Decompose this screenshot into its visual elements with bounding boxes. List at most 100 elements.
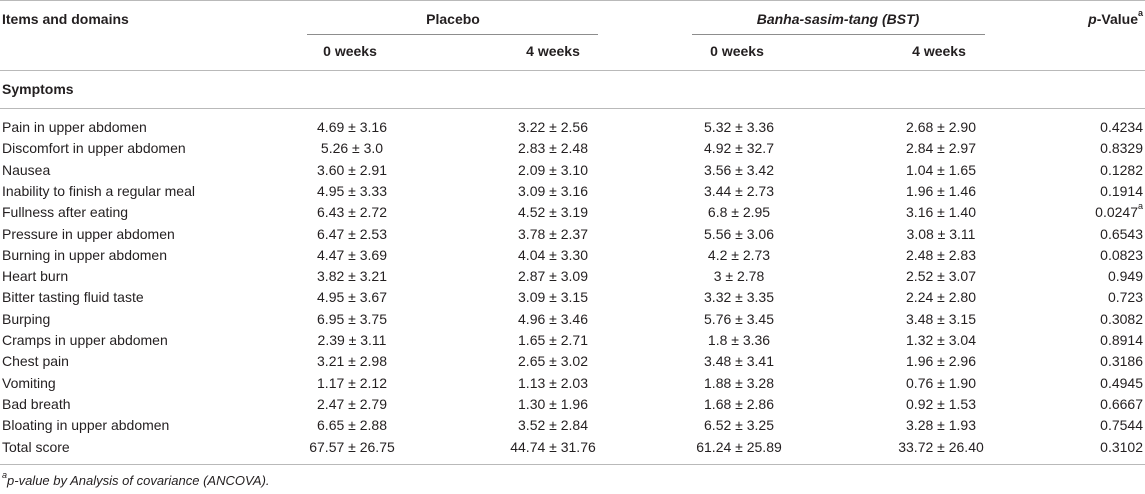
row-value-p4: 1.13 ± 2.03 [518, 375, 588, 391]
row-value-b4: 33.72 ± 26.40 [898, 439, 984, 455]
row-value-p4: 4.04 ± 3.30 [518, 247, 588, 263]
bst-group-rule [692, 34, 985, 35]
row-p-value: 0.7544 [1100, 417, 1143, 433]
row-p-value: 0.3102 [1100, 439, 1143, 455]
header-p-value-italic: p [1088, 11, 1097, 27]
row-value-b0: 6.52 ± 3.25 [704, 417, 774, 433]
row-value-p4: 1.65 ± 2.71 [518, 332, 588, 348]
row-value-b4: 2.52 ± 3.07 [906, 268, 976, 284]
row-value-b0: 5.32 ± 3.36 [704, 119, 774, 135]
row-p-value-text: 0.1914 [1100, 183, 1143, 199]
row-p-value-text: 0.4945 [1100, 375, 1143, 391]
row-item-label: Bad breath [2, 396, 71, 412]
row-value-p4: 3.52 ± 2.84 [518, 417, 588, 433]
row-p-value-text: 0.6543 [1100, 226, 1143, 242]
row-p-value: 0.723 [1108, 289, 1143, 305]
row-value-b4: 3.08 ± 3.11 [906, 226, 976, 242]
row-item-label: Bloating in upper abdomen [2, 417, 170, 433]
row-p-value: 0.0823 [1100, 247, 1143, 263]
row-value-p0: 2.39 ± 3.11 [317, 332, 387, 348]
row-value-p4: 4.52 ± 3.19 [518, 204, 588, 220]
table-footnote: ap-value by Analysis of covariance (ANCO… [2, 470, 270, 488]
row-value-p0: 6.65 ± 2.88 [317, 417, 387, 433]
row-value-b0: 3.56 ± 3.42 [704, 162, 774, 178]
row-p-value: 0.949 [1108, 268, 1143, 284]
row-p-value: 0.1282 [1100, 162, 1143, 178]
row-value-b4: 3.48 ± 3.15 [906, 311, 976, 327]
row-item-label: Heart burn [2, 268, 69, 284]
row-value-b4: 1.96 ± 2.96 [906, 353, 976, 369]
table-top-rule [0, 0, 1145, 1]
row-value-p4: 3.09 ± 3.16 [518, 183, 588, 199]
row-value-p0: 2.47 ± 2.79 [317, 396, 387, 412]
footnote-text: p-value by Analysis of covariance (ANCOV… [7, 473, 270, 488]
row-value-b4: 3.16 ± 1.40 [906, 204, 976, 220]
row-value-p0: 67.57 ± 26.75 [309, 439, 395, 455]
header-bst-4-weeks: 4 weeks [912, 43, 966, 59]
row-value-b0: 61.24 ± 25.89 [696, 439, 782, 455]
row-value-p4: 3.22 ± 2.56 [518, 119, 588, 135]
row-item-label: Nausea [2, 162, 51, 178]
row-item-label: Fullness after eating [2, 204, 129, 220]
header-p-value: p-Valuea [1088, 8, 1143, 27]
row-p-value-text: 0.3102 [1100, 439, 1143, 455]
row-value-p4: 44.74 ± 31.76 [510, 439, 596, 455]
row-value-p0: 4.69 ± 3.16 [317, 119, 387, 135]
row-item-label: Cramps in upper abdomen [2, 332, 168, 348]
row-value-p0: 3.60 ± 2.91 [317, 162, 387, 178]
row-p-value: 0.6667 [1100, 396, 1143, 412]
row-value-p0: 6.47 ± 2.53 [317, 226, 387, 242]
header-p-value-sup: a [1137, 8, 1143, 18]
row-p-value: 0.4945 [1100, 375, 1143, 391]
row-p-value-text: 0.3186 [1100, 353, 1143, 369]
header-bottom-rule [0, 70, 1145, 71]
row-item-label: Chest pain [2, 353, 69, 369]
row-p-value-text: 0.0823 [1100, 247, 1143, 263]
row-value-b4: 2.84 ± 2.97 [906, 140, 976, 156]
row-value-b0: 5.56 ± 3.06 [704, 226, 774, 242]
row-item-label: Discomfort in upper abdomen [2, 140, 186, 156]
row-p-value: 0.3186 [1100, 353, 1143, 369]
row-item-label: Bitter tasting fluid taste [2, 289, 144, 305]
header-items-and-domains: Items and domains [2, 11, 129, 27]
row-value-p0: 4.95 ± 3.33 [317, 183, 387, 199]
row-p-value-text: 0.8329 [1100, 140, 1143, 156]
row-value-b0: 4.92 ± 32.7 [704, 140, 774, 156]
row-value-b4: 1.96 ± 1.46 [906, 183, 976, 199]
row-value-p0: 6.43 ± 2.72 [317, 204, 387, 220]
row-value-b0: 1.68 ± 2.86 [704, 396, 774, 412]
row-value-b4: 2.24 ± 2.80 [906, 289, 976, 305]
row-p-value: 0.8914 [1100, 332, 1143, 348]
row-p-value-text: 0.6667 [1100, 396, 1143, 412]
row-item-label: Vomiting [2, 375, 56, 391]
row-value-b0: 3 ± 2.78 [713, 268, 765, 284]
header-group-bst: Banha-sasim-tang (BST) [756, 11, 920, 27]
row-value-b4: 2.68 ± 2.90 [906, 119, 976, 135]
row-value-p4: 1.30 ± 1.96 [518, 396, 588, 412]
row-item-label: Inability to finish a regular meal [2, 183, 195, 199]
section-rule [0, 108, 1145, 109]
row-item-label: Pressure in upper abdomen [2, 226, 175, 242]
row-value-p0: 3.82 ± 3.21 [317, 268, 387, 284]
row-value-p4: 3.09 ± 3.15 [518, 289, 588, 305]
table-bottom-rule [0, 464, 1145, 465]
row-value-p4: 4.96 ± 3.46 [518, 311, 588, 327]
row-p-value-text: 0.949 [1107, 268, 1143, 284]
row-value-b4: 1.32 ± 3.04 [906, 332, 976, 348]
row-value-b4: 0.76 ± 1.90 [906, 375, 976, 391]
row-value-b0: 5.76 ± 3.45 [704, 311, 774, 327]
row-value-p4: 2.87 ± 3.09 [518, 268, 588, 284]
row-value-b0: 3.48 ± 3.41 [704, 353, 774, 369]
row-item-label: Pain in upper abdomen [2, 119, 147, 135]
row-value-b0: 3.32 ± 3.35 [704, 289, 774, 305]
row-value-p4: 2.83 ± 2.48 [518, 140, 588, 156]
row-value-b4: 2.48 ± 2.83 [906, 247, 976, 263]
row-p-value: 0.6543 [1100, 226, 1143, 242]
row-p-value-text: 0.8914 [1100, 332, 1143, 348]
row-value-b0: 1.8 ± 3.36 [707, 332, 771, 348]
row-p-value-text: 0.7544 [1100, 417, 1143, 433]
row-p-value: 0.0247a [1095, 201, 1143, 220]
row-p-value-text: 0.723 [1107, 289, 1143, 305]
row-p-value: 0.1914 [1100, 183, 1143, 199]
